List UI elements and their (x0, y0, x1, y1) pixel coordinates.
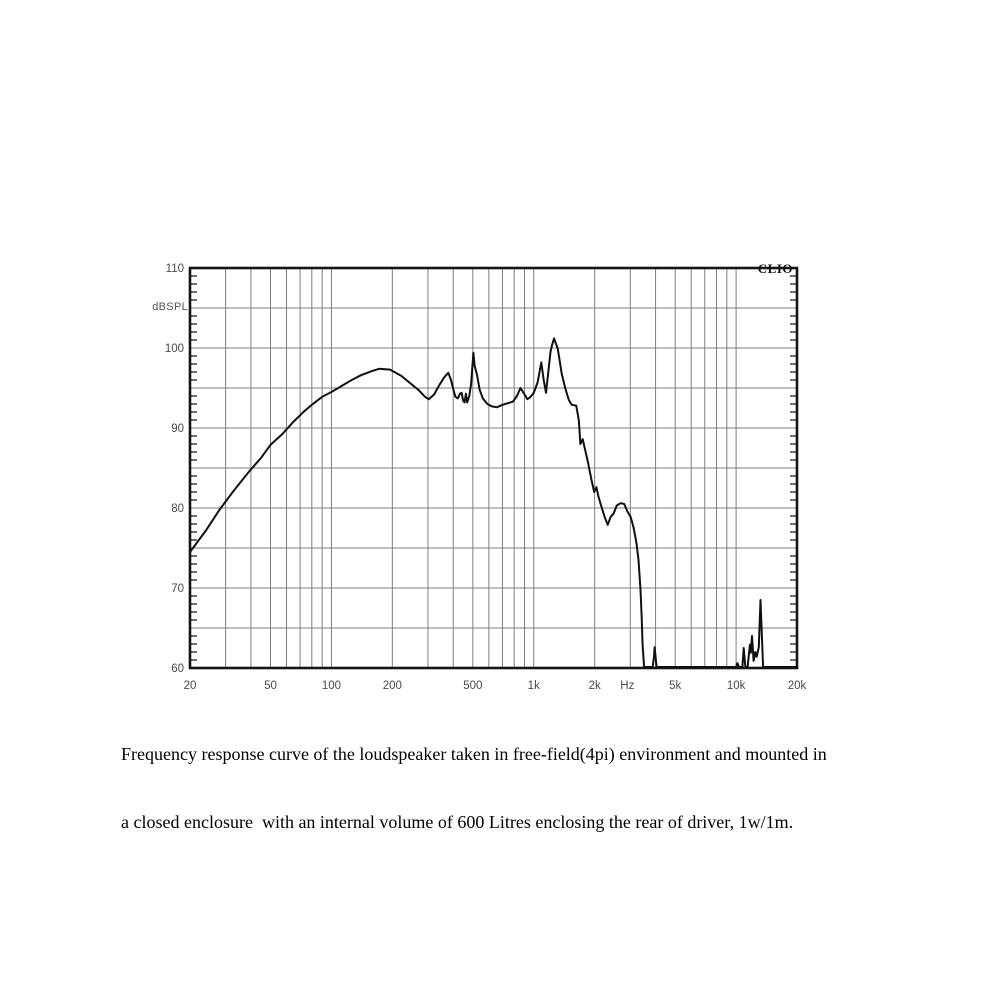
caption-line-2: a closed enclosure with an internal volu… (121, 811, 794, 832)
x-tick-label: 2k (589, 680, 601, 692)
y-tick-label: 60 (171, 663, 184, 675)
y-tick-label: 90 (171, 423, 184, 435)
y-tick-label: 70 (171, 583, 184, 595)
chart-caption: Frequency response curve of the loudspea… (121, 698, 911, 878)
plot-frame (188, 266, 799, 670)
y-tick-label: 100 (165, 343, 184, 355)
clio-brand-label: CLIO (757, 261, 793, 276)
x-tick-label: 20 (184, 680, 197, 692)
x-tick-label: 5k (669, 680, 681, 692)
x-tick-label: 100 (322, 680, 341, 692)
response-curve (189, 337, 798, 668)
x-tick-label: 50 (264, 680, 277, 692)
y-axis-unit-label: dBSPL (152, 301, 188, 313)
x-tick-label: 500 (463, 680, 482, 692)
x-tick-label: 20k (788, 680, 807, 692)
y-tick-label: 80 (171, 503, 184, 515)
x-tick-label: 1k (528, 680, 540, 692)
caption-line-1: Frequency response curve of the loudspea… (121, 744, 827, 764)
x-tick-label: 200 (383, 680, 402, 692)
x-axis-unit-label: Hz (620, 680, 634, 692)
y-tick-label: 110 (166, 263, 184, 275)
x-tick-label: 10k (727, 680, 746, 692)
